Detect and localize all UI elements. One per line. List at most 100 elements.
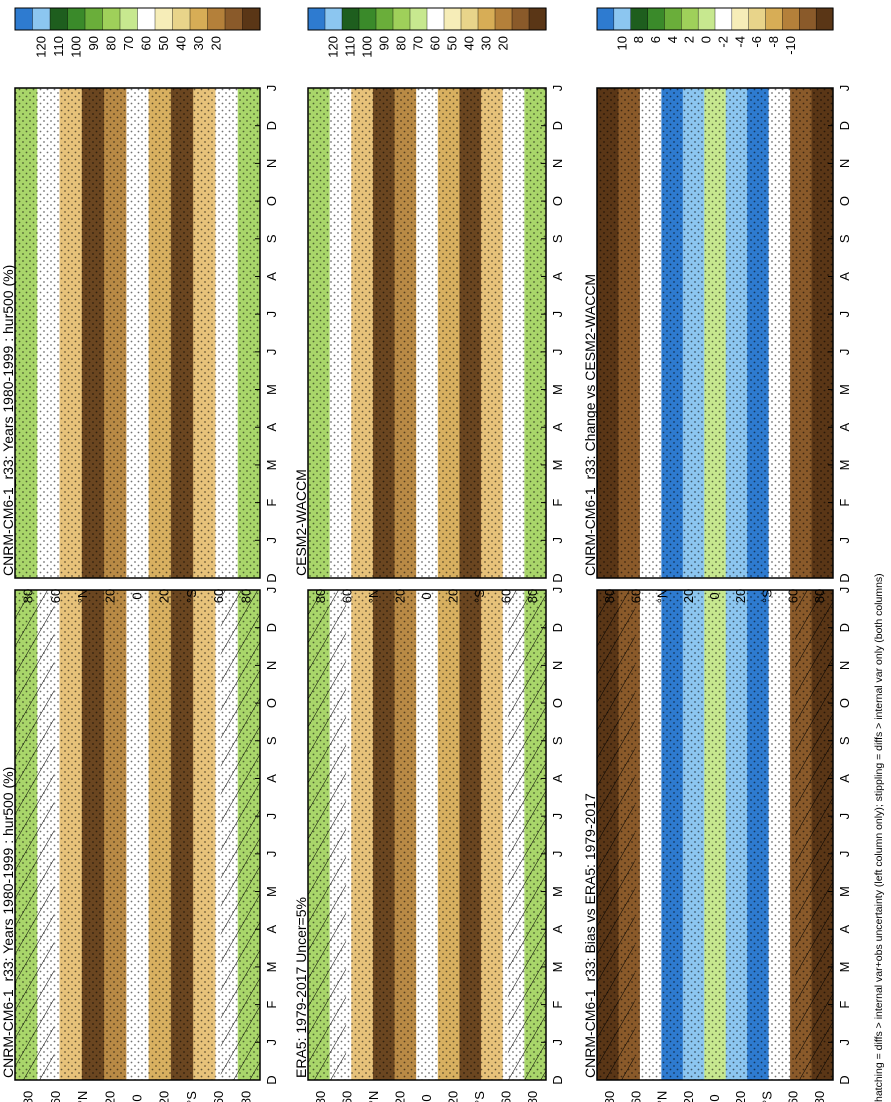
colorbar-label: 80: [394, 36, 409, 50]
hatching: [220, 590, 260, 1080]
month-tick-label: A: [550, 925, 565, 934]
panel-title: CNRM-CM6-1_r33: Change vs CESM2-WACCM: [582, 274, 598, 576]
colorbar-frame: [596, 7, 834, 31]
month-tick-label: N: [550, 661, 565, 670]
month-tick-label: M: [837, 460, 852, 471]
month-tick-label: A: [837, 925, 852, 934]
colorbar-swatch: [32, 7, 51, 31]
colorbar-label: 60: [428, 36, 443, 50]
colorbar-label: 100: [360, 36, 375, 58]
colorbar-swatch: [681, 7, 699, 31]
lat-tick-label: 60: [211, 589, 226, 603]
colorbar-swatch: [341, 7, 360, 31]
colorbar-swatch: [815, 7, 834, 31]
colorbar-swatch: [242, 7, 261, 31]
month-tick-label: O: [837, 196, 852, 206]
month-tick-label: M: [550, 460, 565, 471]
month-tick-label: M: [837, 886, 852, 897]
colorbar-label: 70: [121, 36, 136, 50]
colorbar-label: 110: [343, 36, 358, 57]
stippling: [597, 590, 833, 1080]
month-tick-label: A: [550, 774, 565, 783]
colorbar-label: 4: [665, 36, 680, 43]
month-tick-label: J: [264, 85, 279, 92]
colorbar-frame: [14, 7, 261, 31]
lat-tick-label: °S: [184, 589, 199, 603]
lat-tick-label: °N: [366, 589, 381, 604]
lat-tick-label: 60: [340, 1091, 355, 1102]
colorbar-swatch: [102, 7, 121, 31]
lat-tick-label: °S: [472, 589, 487, 603]
month-tick-label: J: [264, 1039, 279, 1046]
stippling: [308, 590, 546, 1080]
month-tick-label: A: [837, 272, 852, 281]
month-tick-label: D: [837, 573, 852, 582]
lat-tick-label: °N: [366, 1091, 381, 1102]
colorbar-swatch: [358, 7, 377, 31]
panel-title: ERA5: 1979-2017 Uncer=5%: [293, 897, 309, 1078]
plot-frame: [596, 87, 834, 579]
month-tick-label: M: [550, 886, 565, 897]
month-tick-label: A: [264, 774, 279, 783]
month-tick-label: J: [550, 1039, 565, 1046]
plot-area: [15, 88, 261, 578]
month-tick-label: S: [837, 736, 852, 745]
lat-tick-label: °N: [655, 1091, 670, 1102]
panel-title: CESM2-WACCM: [293, 469, 309, 576]
lat-tick-label: 80: [812, 1091, 827, 1102]
colorbar-swatch: [14, 7, 34, 31]
lat-tick-label: 60: [340, 589, 355, 603]
month-tick-label: M: [550, 384, 565, 395]
month-tick-label: F: [264, 1001, 279, 1009]
colorbar-frame: [307, 7, 547, 31]
colorbar-swatch: [84, 7, 104, 31]
month-tick-label: D: [264, 121, 279, 130]
month-tick-label: J: [550, 587, 565, 594]
plot-frame: [307, 589, 547, 1081]
lat-tick-label: 20: [393, 589, 408, 603]
lat-tick-label: 20: [393, 1091, 408, 1102]
lat-tick-label: 80: [313, 1091, 328, 1102]
colorbar-swatch: [799, 7, 817, 31]
stippling: [597, 88, 833, 578]
plot-frame: [14, 87, 261, 579]
hatching: [795, 590, 833, 1080]
lat-tick-label: °S: [472, 1091, 487, 1102]
colorbar-label: 110: [51, 36, 66, 57]
colorbar-swatch: [207, 7, 226, 31]
month-tick-label: M: [264, 384, 279, 395]
lat-tick-label: 20: [681, 589, 696, 603]
month-tick-label: J: [837, 587, 852, 594]
hatching: [597, 590, 635, 1080]
lat-tick-label: 20: [102, 1091, 117, 1102]
month-tick-label: J: [264, 311, 279, 318]
colorbar-swatch: [49, 7, 69, 31]
hatching: [308, 590, 347, 1080]
lat-tick-label: 60: [628, 589, 643, 603]
month-tick-label: J: [550, 537, 565, 544]
colorbar-label: 50: [156, 36, 171, 50]
plot-area: [597, 88, 834, 578]
colorbar-swatch: [460, 7, 479, 31]
colorbar-swatch: [172, 7, 191, 31]
plot-area: [15, 590, 261, 1080]
colorbar-swatch: [189, 7, 209, 31]
month-tick-label: N: [837, 661, 852, 670]
lat-tick-label: 20: [157, 589, 172, 603]
colorbar-swatch: [528, 7, 547, 31]
colorbar-swatch: [224, 7, 244, 31]
colorbar-swatch: [154, 7, 174, 31]
month-tick-label: S: [550, 234, 565, 243]
panel-title: CNRM-CM6-1_r33: Years 1980-1999 : hur500…: [0, 265, 16, 576]
lat-tick-label: 20: [445, 1091, 460, 1102]
lat-tick-label: 20: [157, 1091, 172, 1102]
month-tick-label: J: [837, 813, 852, 820]
month-tick-label: A: [264, 423, 279, 432]
month-tick-label: N: [550, 159, 565, 168]
lat-tick-label: 0: [707, 1094, 722, 1101]
month-tick-label: S: [837, 234, 852, 243]
plot-frame: [596, 589, 834, 1081]
lat-tick-label: 0: [707, 592, 722, 599]
month-tick-label: D: [550, 623, 565, 632]
colorbar-swatch: [494, 7, 513, 31]
